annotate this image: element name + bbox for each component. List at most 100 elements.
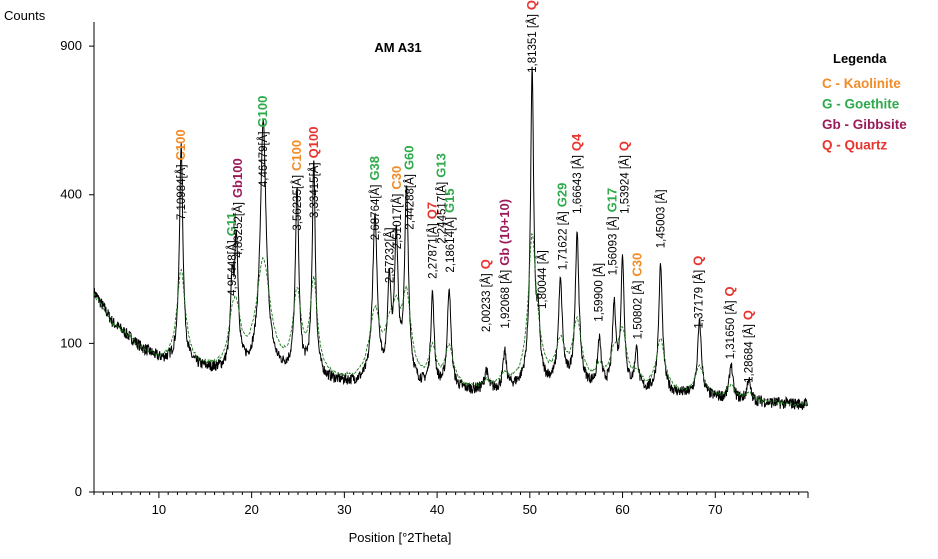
fit-series-line	[93, 233, 809, 408]
d-spacing-text: 1,45003 [Å]	[655, 189, 668, 248]
peak-annotation: 1,56093 [Å] G17	[604, 188, 619, 275]
peak-annotation-label: 1,92068 [Å] Gb (10+10)	[497, 199, 512, 329]
phase-label-text: G13	[434, 153, 449, 178]
d-spacing-text: 3,33415[Å]	[308, 162, 321, 218]
d-spacing-text: 1,56093 [Å]	[606, 216, 619, 275]
peak-annotation: 1,45003 [Å]	[655, 189, 668, 248]
peak-annotation: 1,92068 [Å] Gb (10+10)	[497, 199, 512, 329]
phase-label-text: C100	[289, 140, 304, 171]
peak-annotation: 1,28684 [Å] Q	[741, 310, 756, 383]
phase-label-text: G60	[401, 145, 416, 170]
d-spacing-text: 1,92068 [Å]	[499, 270, 512, 329]
peak-annotation-label: 4,95448[Å] G11	[224, 212, 239, 296]
d-spacing-text: 2,27871[Å]	[427, 223, 440, 279]
d-spacing-text: 7,10984[Å]	[175, 164, 188, 220]
phase-label-text: G38	[367, 156, 382, 181]
x-tick-label: 10	[152, 502, 166, 517]
phase-label-text: C100	[173, 129, 188, 160]
phase-label-text: G11	[224, 212, 239, 236]
legend-item: G - Goethite	[822, 97, 900, 112]
peak-annotation: 1,31650 [Å] Q	[722, 286, 737, 359]
d-spacing-text: 3,56235[Å]	[291, 175, 304, 231]
x-tick-label: 70	[708, 502, 722, 517]
peak-annotation-label: 2,244517[Å] G13	[434, 153, 449, 244]
y-tick-label: 100	[60, 335, 82, 350]
d-spacing-text: 2,00233 [Å]	[480, 273, 493, 332]
phase-label-text: Gb100	[230, 158, 245, 198]
d-spacing-text: 1,59900 [Å]	[592, 263, 605, 322]
peak-annotation: 2,27871[Å] Q7	[425, 202, 440, 279]
phase-label-text: G100	[255, 96, 270, 128]
peak-annotation: 3,33415[Å] Q100	[306, 127, 321, 218]
phase-label-text: Q7	[425, 202, 440, 219]
peak-annotation: 1,71622 [Å] G29	[554, 183, 569, 270]
peak-annotation: 1,81351 [Å] Q11	[524, 0, 539, 73]
peak-annotation: 4,95448[Å] G11	[224, 212, 239, 296]
peak-annotation: 2,44288[Å] G60	[401, 145, 416, 229]
peak-annotation-label: 3,33415[Å] Q100	[306, 127, 321, 218]
d-spacing-text: 1,71622 [Å]	[556, 211, 569, 270]
peak-annotation-label: 2,51017[Å] C30	[389, 166, 404, 250]
peak-annotation: 2,51017[Å] C30	[389, 166, 404, 250]
d-spacing-text: 1,50802 [Å]	[631, 281, 644, 340]
peak-annotation-label: 2,68764[Å] G38	[367, 156, 382, 240]
d-spacing-text: 4,95448[Å]	[226, 240, 239, 296]
peak-annotation: 3,56235[Å] C100	[289, 140, 304, 231]
d-spacing-text: 2,18614[Å]	[444, 217, 457, 273]
legend-title: Legenda	[833, 51, 887, 66]
peak-annotation-label: 1,66643 [Å] Q4	[569, 133, 584, 214]
peak-annotation-label: 2,27871[Å] Q7	[425, 202, 440, 279]
phase-label-text: C30	[389, 166, 404, 190]
peak-annotation-label: 1,80044 [Å]	[536, 250, 549, 309]
d-spacing-text: 1,53924 [Å]	[618, 155, 631, 214]
d-spacing-text: 4,83252[Å]	[232, 202, 245, 258]
peak-annotation-label: 1,81351 [Å] Q11	[524, 0, 539, 73]
peak-annotation-label: 1,59900 [Å]	[592, 263, 605, 322]
x-tick-label: 50	[523, 502, 537, 517]
d-spacing-text: 1,81351 [Å]	[526, 14, 539, 73]
d-spacing-text: 2,44288[Å]	[403, 174, 416, 230]
x-axis-label: Position [°2Theta]	[349, 530, 452, 545]
phase-label-text: Q	[478, 259, 493, 269]
peak-annotation-label: 1,31650 [Å] Q	[722, 286, 737, 359]
phase-label-text: Gb (10+10)	[497, 199, 512, 266]
d-spacing-text: 4,46479[Å]	[257, 131, 270, 187]
phase-label-text: Q	[741, 310, 756, 320]
y-tick-label: 0	[75, 484, 82, 499]
phase-label-text: G15	[442, 188, 457, 213]
peak-annotation: 2,68764[Å] G38	[367, 156, 382, 240]
peak-annotation-label: 2,57232[Å]	[383, 227, 396, 283]
d-spacing-text: 1,31650 [Å]	[724, 300, 737, 359]
legend: Legenda C - Kaolinite G - Goethite Gb - Gi…	[822, 51, 907, 153]
peak-annotation-label: 2,18614[Å] G15	[442, 188, 457, 272]
x-tick-label: 60	[615, 502, 629, 517]
peak-annotation: 2,18614[Å] G15	[442, 188, 457, 272]
x-tick-label: 30	[337, 502, 351, 517]
y-tick-label: 400	[60, 187, 82, 202]
peak-annotation: 1,53924 [Å] Q	[616, 141, 631, 214]
peak-annotation: 7,10984[Å] C100	[173, 129, 188, 220]
peak-annotation-label: 2,44288[Å] G60	[401, 145, 416, 229]
phase-label-text: Q	[691, 256, 706, 266]
phase-label-text: Q100	[306, 127, 321, 159]
peak-annotation-label: 1,56093 [Å] G17	[604, 188, 619, 275]
phase-label-text: G17	[604, 188, 619, 213]
raw-series-line	[93, 66, 809, 410]
peak-annotation: 1,59900 [Å]	[592, 263, 605, 322]
d-spacing-text: 1,37179 [Å]	[693, 270, 706, 329]
peak-annotation: 4,46479[Å] G100	[255, 96, 270, 187]
plot-area: 0 100 400 900 10 20 30 40 50 60 70 7,10984[Å] C100 4,…	[60, 0, 809, 517]
legend-item: Q - Quartz	[822, 138, 888, 153]
chart-title: AM A31	[374, 40, 421, 55]
phase-label-text: Q	[722, 286, 737, 296]
peak-annotation: 1,50802 [Å] C30	[629, 253, 644, 340]
peak-annotation: 1,37179 [Å] Q	[691, 256, 706, 329]
d-spacing-text: 1,66643 [Å]	[571, 155, 584, 214]
peak-annotation: 1,66643 [Å] Q4	[569, 133, 584, 214]
peak-annotation-label: 2,00233 [Å] Q	[478, 259, 493, 332]
d-spacing-text: 1,28684 [Å]	[743, 324, 756, 383]
peak-annotation-label: 3,56235[Å] C100	[289, 140, 304, 231]
d-spacing-text: 2,51017[Å]	[391, 194, 404, 250]
phase-label-text: G29	[554, 183, 569, 208]
